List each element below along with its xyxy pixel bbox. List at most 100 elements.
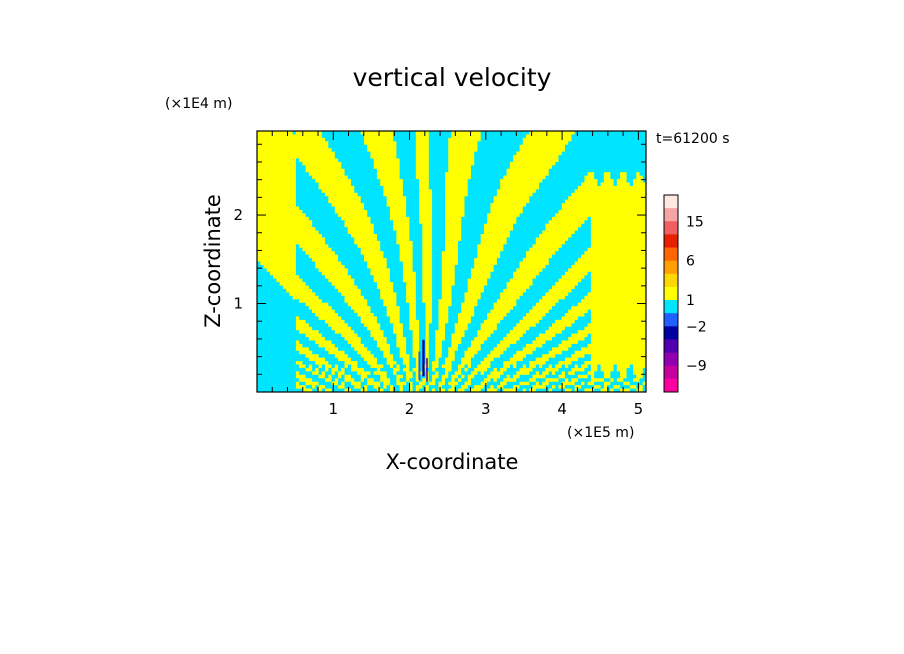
field-cell [419,189,433,194]
field-cell [522,388,527,392]
field-cell [367,361,378,366]
field-cell [396,340,407,345]
field-cell [445,247,459,252]
field-cell [344,378,355,383]
field-cell [480,137,524,142]
field-cell [513,354,527,359]
field-cell [406,282,417,287]
field-cell [422,254,433,259]
field-cell [626,371,634,376]
field-cell [354,185,385,190]
field-cell [302,343,320,348]
field-cell [445,223,462,228]
field-cell [386,371,394,376]
field-cell [370,268,391,273]
field-cell [399,175,417,180]
field-cell [496,261,521,266]
field-cell [432,316,440,321]
field-cell [383,330,394,335]
field-cell [561,244,592,249]
field-cell [445,337,453,342]
field-cell [344,367,352,372]
field-cell [257,230,320,235]
field-cell [257,141,329,146]
field-cell [312,371,320,376]
field-cell [457,347,469,352]
field-cell [464,299,479,304]
field-cell [386,361,397,366]
field-cell [432,302,440,307]
field-cell [441,350,449,355]
field-cell [587,333,592,338]
field-cell [467,378,472,383]
field-cell [577,340,592,345]
field-cell [571,306,646,311]
field-cell [474,264,495,269]
field-cell [503,385,514,390]
field-cell [590,367,598,372]
field-cell [312,388,320,392]
field-cell [428,182,446,187]
field-cell [432,361,440,366]
field-cell [451,285,469,290]
field-cell [419,209,433,215]
field-cell [610,378,615,383]
field-cell [461,237,482,242]
field-cell [367,261,388,266]
field-cell [376,172,401,177]
field-cell [406,364,410,369]
field-cell [331,378,336,383]
field-cell [257,240,326,245]
field-cell [344,381,352,386]
field-cell [344,223,375,228]
field-cell [341,261,368,266]
field-cell [396,343,407,348]
field-cell [341,165,375,170]
field-cell [351,388,362,392]
field-cell [487,220,517,225]
field-cell [577,185,646,190]
field-cell [558,155,646,160]
field-cell [338,158,375,163]
field-cell [318,371,323,376]
field-cell [539,234,573,239]
field-cell [402,264,414,269]
field-cell [474,385,485,390]
field-cell [590,340,646,345]
field-cell [448,316,459,321]
field-cell [457,388,466,392]
field-cell [509,230,543,235]
field-cell [590,234,646,239]
field-cell [383,350,391,355]
field-cell [461,306,475,311]
field-cell [493,264,521,269]
field-cell [428,155,449,160]
field-cell [623,381,631,386]
field-cell [432,209,446,215]
field-cell [448,137,482,142]
field-cell [428,340,436,345]
field-cell [451,299,466,304]
field-cell [545,175,586,180]
field-cell [425,333,430,338]
field-cell [415,144,430,149]
field-cell [257,378,300,383]
field-cell [402,374,407,379]
field-cell [334,378,339,383]
field-cell [386,313,401,318]
field-cell [493,367,498,372]
field-cell [451,288,469,293]
field-cell [441,378,446,383]
field-cell [432,227,446,232]
field-cell [425,309,433,314]
field-cell [438,309,449,314]
field-cell [263,264,297,269]
field-cell [409,237,423,242]
field-cell [448,388,456,392]
field-cell [470,275,491,280]
field-cell [295,203,333,208]
field-cell [321,271,349,276]
field-cell [318,343,336,348]
field-cell [295,268,320,273]
field-cell [422,230,433,235]
